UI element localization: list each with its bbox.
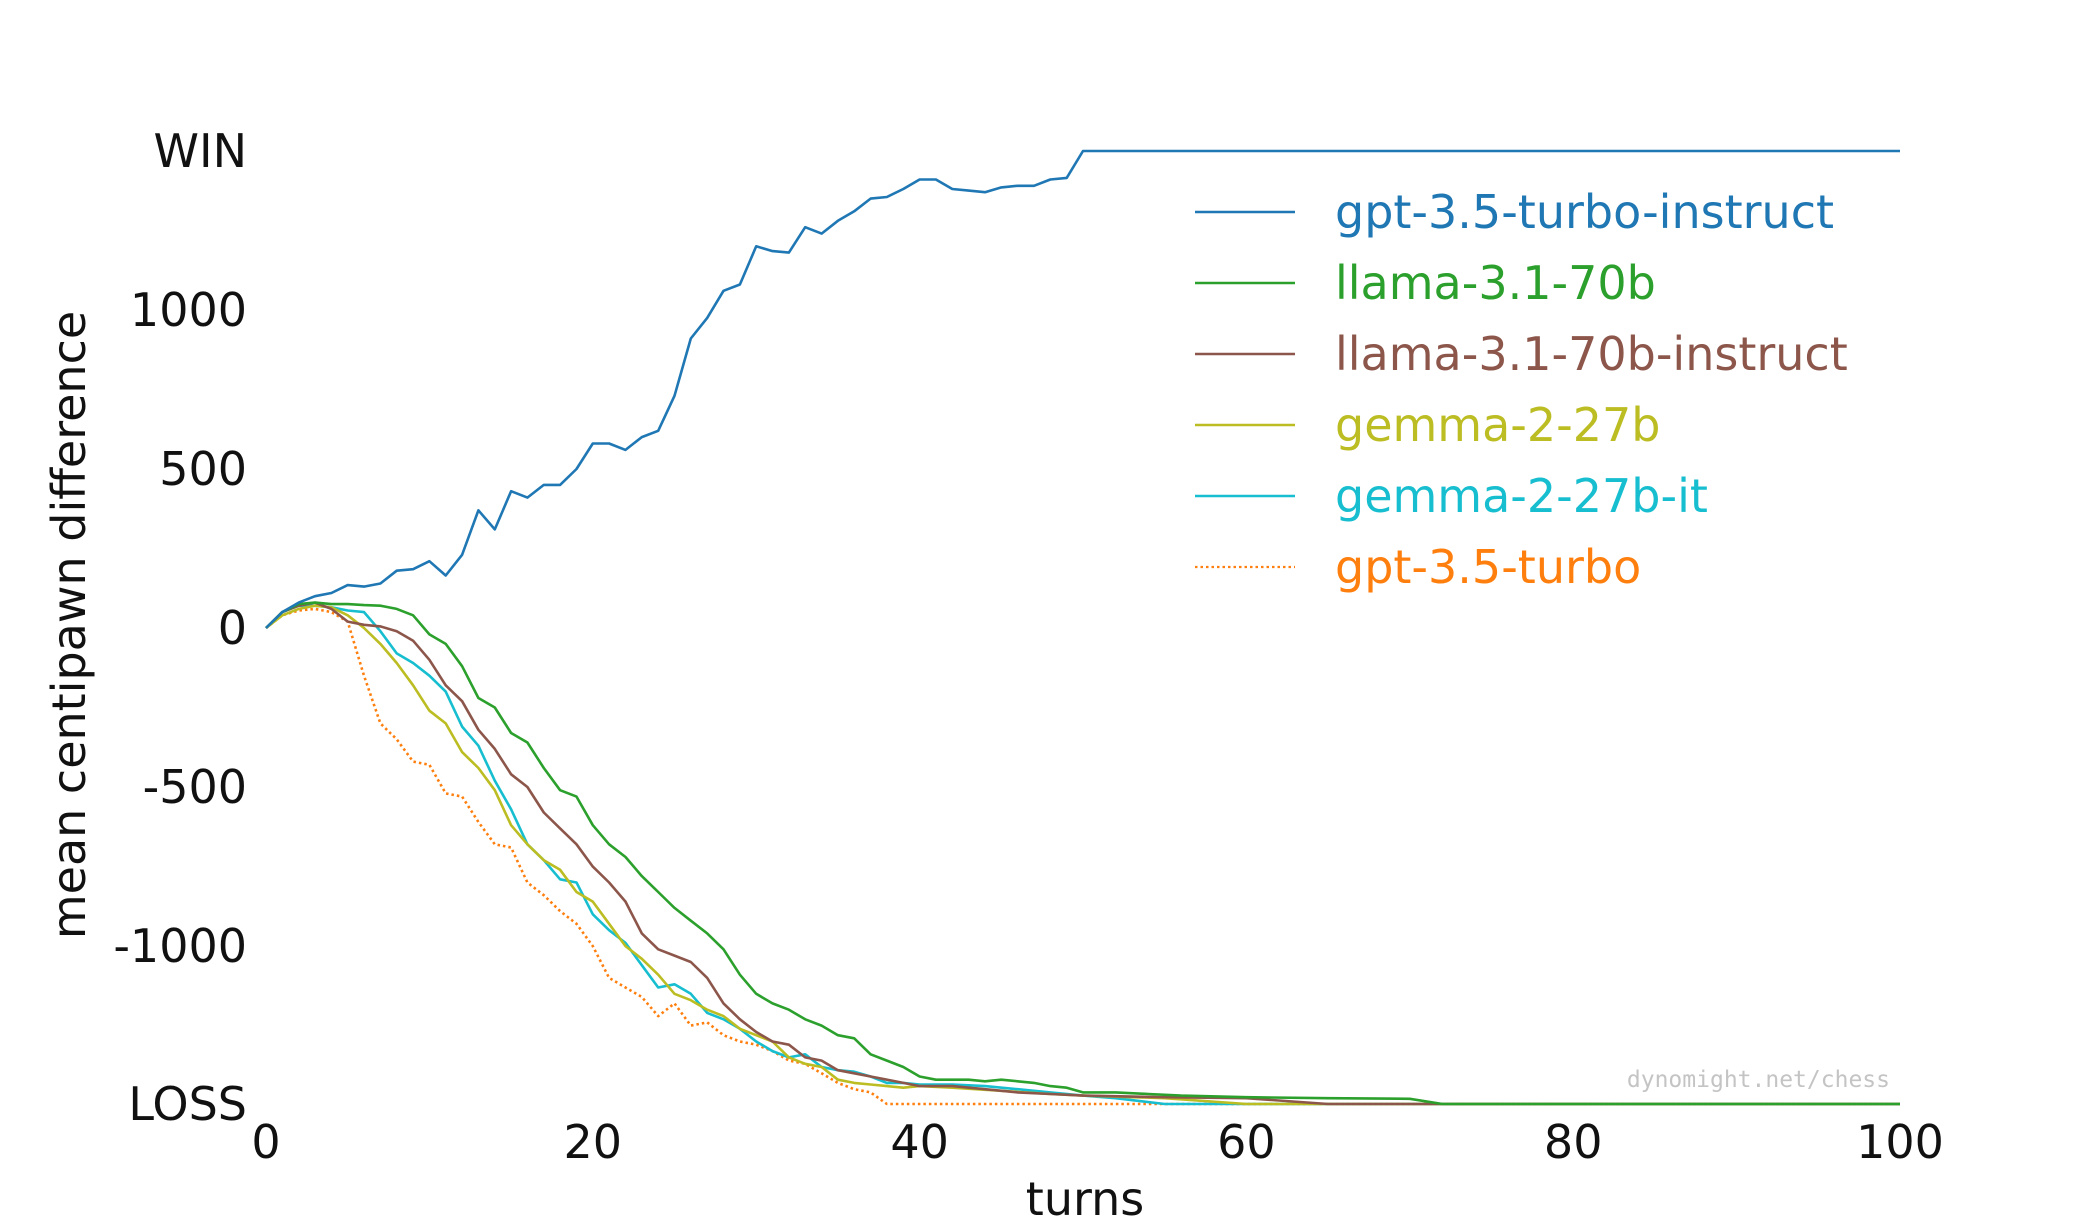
x-tick-label: 80 xyxy=(1544,1115,1603,1169)
credit-text: dynomight.net/chess xyxy=(1627,1067,1890,1093)
legend-label: gpt-3.5-turbo-instruct xyxy=(1335,185,1834,239)
series-layer xyxy=(265,149,1900,1106)
legend-label: llama-3.1-70b-instruct xyxy=(1335,327,1848,381)
legend-label: gemma-2-27b-it xyxy=(1335,469,1708,523)
x-tick-label: 20 xyxy=(564,1115,623,1169)
y-tick-label: 0 xyxy=(218,601,247,655)
x-axis-title: turns xyxy=(1026,1172,1144,1225)
series-line-llama-3.1-70b-instruct xyxy=(265,601,1900,1106)
series-line-gemma-2-27b-it xyxy=(265,604,1900,1106)
y-tick-label: -1000 xyxy=(113,919,247,973)
series-line-gpt-3.5-turbo-instruct xyxy=(265,149,1900,629)
legend: gpt-3.5-turbo-instruct llama-3.1-70b llama… xyxy=(1195,185,1848,594)
y-tick-label: WIN xyxy=(154,124,247,178)
legend-label: llama-3.1-70b xyxy=(1335,256,1656,310)
legend-label: gpt-3.5-turbo xyxy=(1335,540,1641,594)
x-tick-label: 0 xyxy=(251,1115,280,1169)
legend-label: gemma-2-27b xyxy=(1335,398,1661,452)
y-tick-label: 1000 xyxy=(130,283,247,337)
y-tick-label: 500 xyxy=(159,442,247,496)
y-axis-ticks: WIN 1000 500 0 -500 -1000 LOSS xyxy=(113,124,247,1131)
series-line-gpt-3.5-turbo xyxy=(265,607,1900,1106)
x-tick-label: 40 xyxy=(890,1115,949,1169)
x-tick-label: 100 xyxy=(1856,1115,1944,1169)
x-axis-ticks: 0 20 40 60 80 100 xyxy=(251,1115,1944,1169)
series-line-llama-3.1-70b xyxy=(265,601,1900,1106)
y-axis-title: mean centipawn difference xyxy=(42,311,96,939)
y-tick-label: -500 xyxy=(143,760,247,814)
y-tick-label: LOSS xyxy=(128,1077,247,1131)
x-tick-label: 60 xyxy=(1217,1115,1276,1169)
series-line-gemma-2-27b xyxy=(265,604,1900,1106)
